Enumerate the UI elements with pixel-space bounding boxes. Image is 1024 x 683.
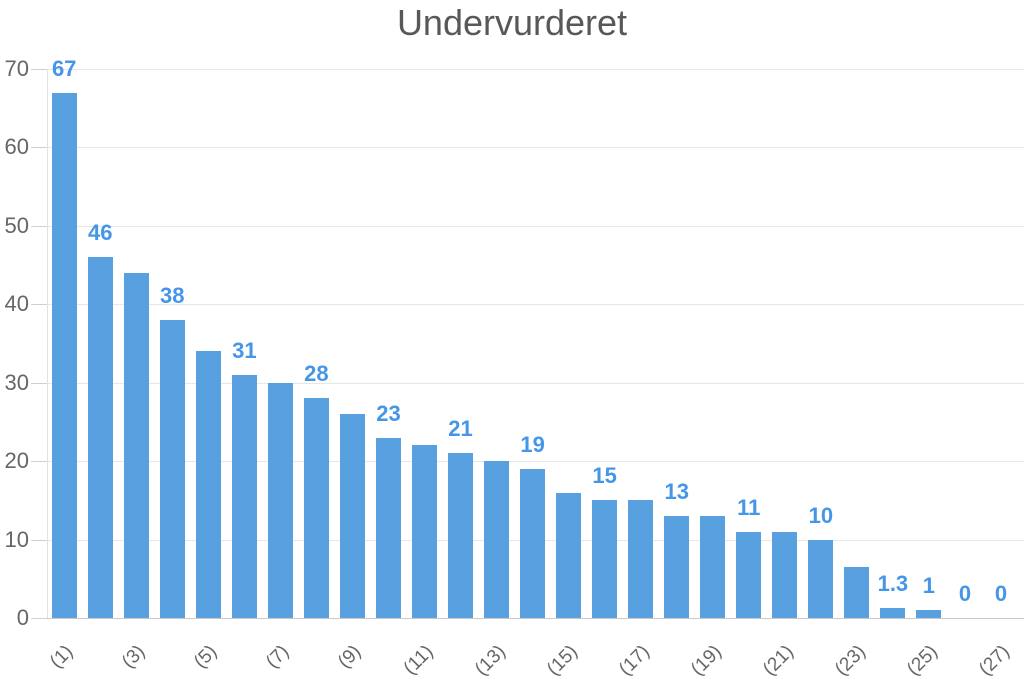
y-axis-tick bbox=[31, 539, 47, 541]
x-axis-tick-label-text: (25) bbox=[903, 641, 942, 680]
bar bbox=[339, 414, 365, 618]
bar-value-label: 0 bbox=[994, 581, 1008, 606]
x-axis-tick-label-text: (3) bbox=[118, 641, 150, 673]
bar bbox=[880, 607, 906, 618]
bar bbox=[267, 382, 293, 618]
x-axis-tick-label-text: (17) bbox=[614, 641, 654, 680]
bar-value-label: 1 bbox=[922, 573, 936, 599]
bar bbox=[87, 257, 113, 618]
chart-title: Undervurderet bbox=[396, 2, 628, 43]
bar bbox=[916, 610, 942, 618]
bar bbox=[412, 445, 437, 618]
bar bbox=[123, 272, 149, 618]
y-axis-tick-label: 20 bbox=[4, 448, 29, 474]
x-axis-tick-label-text: (23) bbox=[831, 641, 870, 680]
y-axis-tick bbox=[31, 382, 47, 384]
y-axis-tick-label: 70 bbox=[4, 56, 29, 81]
y-axis-tick-label: 40 bbox=[4, 291, 29, 317]
gridline bbox=[47, 461, 1024, 463]
bar bbox=[700, 516, 726, 618]
bar bbox=[375, 437, 401, 618]
x-axis-tick-label-text: (19) bbox=[687, 641, 726, 680]
bar-value-label: 11 bbox=[737, 494, 761, 520]
bar bbox=[159, 319, 185, 618]
bar bbox=[808, 539, 834, 618]
x-axis-tick-label-text: (9) bbox=[334, 641, 366, 673]
x-axis-tick-label-text: (5) bbox=[190, 641, 222, 673]
bar bbox=[844, 567, 870, 618]
gridline bbox=[47, 147, 1024, 149]
bar bbox=[520, 468, 546, 618]
x-axis-tick-label-text: (7) bbox=[262, 641, 294, 673]
bar bbox=[736, 531, 762, 618]
bar-value-label: 31 bbox=[232, 337, 257, 363]
bar-value-label: 38 bbox=[160, 282, 185, 308]
bar bbox=[484, 461, 510, 618]
x-axis-tick-label-text: (1) bbox=[45, 641, 78, 673]
bar-value-label: 21 bbox=[448, 416, 473, 442]
y-axis-tick-label: 0 bbox=[16, 605, 29, 630]
bar bbox=[556, 492, 582, 618]
gridline bbox=[47, 69, 1024, 70]
y-axis-tick bbox=[31, 225, 47, 227]
bar bbox=[448, 453, 474, 618]
x-axis-tick-label-text: (13) bbox=[470, 641, 510, 680]
y-axis-tick bbox=[31, 147, 47, 149]
y-axis-tick bbox=[31, 461, 47, 463]
bar-value-label: 13 bbox=[664, 479, 689, 505]
y-axis-tick-label: 30 bbox=[4, 369, 29, 395]
bar-value-label: 28 bbox=[304, 361, 329, 387]
bar-value-label: 10 bbox=[808, 502, 834, 528]
x-axis-baseline bbox=[47, 618, 1024, 619]
y-axis-tick-label: 60 bbox=[4, 134, 29, 160]
bar bbox=[592, 500, 618, 618]
x-axis-tick-label-text: (11) bbox=[399, 641, 438, 679]
y-axis-tick bbox=[31, 618, 47, 619]
bar bbox=[664, 516, 690, 618]
y-axis-tick bbox=[31, 69, 47, 70]
x-axis-tick-label-text: (15) bbox=[542, 641, 582, 680]
x-axis-tick-label-text: (21) bbox=[759, 641, 798, 680]
bar bbox=[628, 500, 654, 618]
bar bbox=[231, 374, 257, 618]
gridline bbox=[47, 382, 1024, 384]
bar bbox=[195, 351, 221, 618]
y-axis-line bbox=[47, 69, 48, 618]
x-axis-tick-label-text: (27) bbox=[975, 641, 1015, 680]
bar-value-label: 15 bbox=[592, 463, 617, 489]
y-axis-tick-label: 10 bbox=[4, 526, 29, 552]
bar-value-label: 67 bbox=[51, 55, 77, 81]
bar-value-label: 23 bbox=[376, 400, 401, 426]
bar bbox=[303, 398, 329, 618]
gridline bbox=[47, 304, 1024, 306]
bar bbox=[51, 92, 77, 618]
gridline bbox=[47, 225, 1024, 227]
y-axis-tick bbox=[31, 304, 47, 306]
bar bbox=[772, 531, 798, 618]
y-axis-tick-label: 50 bbox=[4, 212, 29, 238]
bar-value-label: 0 bbox=[958, 581, 972, 606]
bar-value-label: 1.3 bbox=[877, 570, 909, 596]
bar-value-label: 46 bbox=[87, 220, 113, 246]
bar-value-label: 19 bbox=[520, 431, 545, 457]
